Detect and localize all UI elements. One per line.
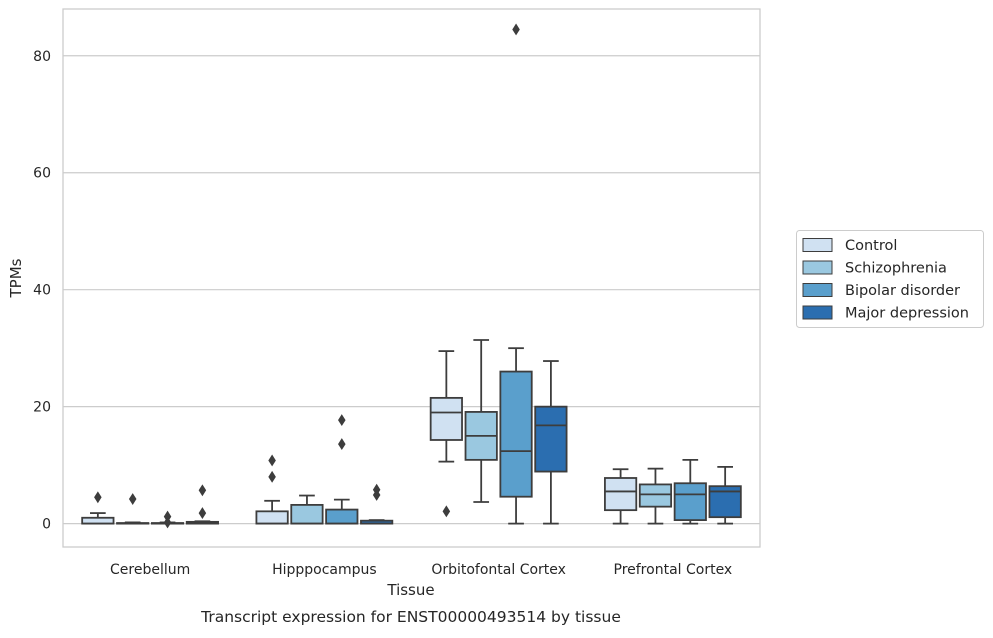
legend-label-schizophrenia: Schizophrenia [845,261,947,277]
outlier-point-1 [198,484,207,497]
box-hipppocampus-bipolar-disorder [325,414,359,525]
plot-frame [62,8,761,548]
box-body [673,482,707,522]
y-tick-label-80: 80 [33,49,51,65]
box-body [325,508,359,525]
box-orbitofontal-cortex-schizophrenia [464,339,498,503]
outlier-point-1 [372,483,381,496]
box-orbitofontal-cortex-bipolar-disorder [499,23,533,525]
outlier-point-0 [338,438,346,451]
outlier-point-0 [94,491,102,504]
legend-label-control: Control [845,238,897,254]
box-orbitofontal-cortex-major-depression [534,360,568,525]
y-tick-label-0: 0 [42,517,51,533]
box-hipppocampus-control [255,454,289,525]
y-tick-labels: 0 20 40 60 80 [33,49,51,533]
legend-swatch-schizophrenia [802,260,833,275]
y-tick-label-20: 20 [33,400,51,416]
outlier-point-1 [163,516,172,529]
outlier-point-0 [512,23,520,36]
box-cerebellum-control [81,491,115,525]
box-body [534,405,568,473]
box-prefrontal-cortex-bipolar-disorder [673,458,707,525]
box-prefrontal-cortex-control [604,468,638,525]
box-cerebellum-schizophrenia [116,493,150,525]
box-prefrontal-cortex-major-depression [708,465,742,525]
box-hipppocampus-major-depression [360,483,394,525]
y-tick-label-40: 40 [33,283,51,299]
outlier-point-1 [268,454,276,467]
box-body [255,510,289,525]
x-tick-label-cerebellum: Cerebellum [110,562,190,578]
x-tick-label-orbitofontal-cortex: Orbitofontal Cortex [431,562,566,578]
outlier-point-0 [268,470,276,483]
x-axis-label: Tissue [386,581,434,599]
box-orbitofontal-cortex-control [429,350,463,518]
box-body [290,503,324,525]
legend-frame [796,230,984,328]
chart-caption: Transcript expression for ENST0000049351… [200,608,621,626]
grid-lines [63,55,760,525]
legend: Control Schizophrenia Bipolar disorder Majo… [796,230,984,328]
box-groups [81,23,742,529]
box-body [638,483,673,508]
box-hipppocampus-schizophrenia [290,494,324,525]
box-prefrontal-cortex-schizophrenia [638,467,673,525]
x-tick-label-prefrontal-cortex: Prefrontal Cortex [614,562,733,578]
y-axis-label: TPMs [7,258,25,298]
legend-swatch-bipolar-disorder [802,283,833,297]
legend-swatch-major-depression [802,305,833,320]
box-cerebellum-major-depression [185,484,219,525]
box-body [604,477,638,512]
box-cerebellum-bipolar-disorder [150,510,185,529]
box-body [429,396,463,441]
legend-label-major-depression: Major depression [845,306,969,322]
legend-label-bipolar-disorder: Bipolar disorder [845,283,960,299]
outlier-point-0 [128,493,137,505]
outlier-point-0 [198,507,207,520]
outlier-point-1 [338,414,346,427]
box-body [499,370,533,498]
y-tick-label-60: 60 [33,166,51,182]
x-tick-label-hipppocampus: Hipppocampus [272,562,377,578]
x-tick-labels: Cerebellum Hipppocampus Orbitofontal Corte… [110,562,732,578]
outlier-point-0 [442,505,451,518]
legend-swatch-control [802,238,833,252]
